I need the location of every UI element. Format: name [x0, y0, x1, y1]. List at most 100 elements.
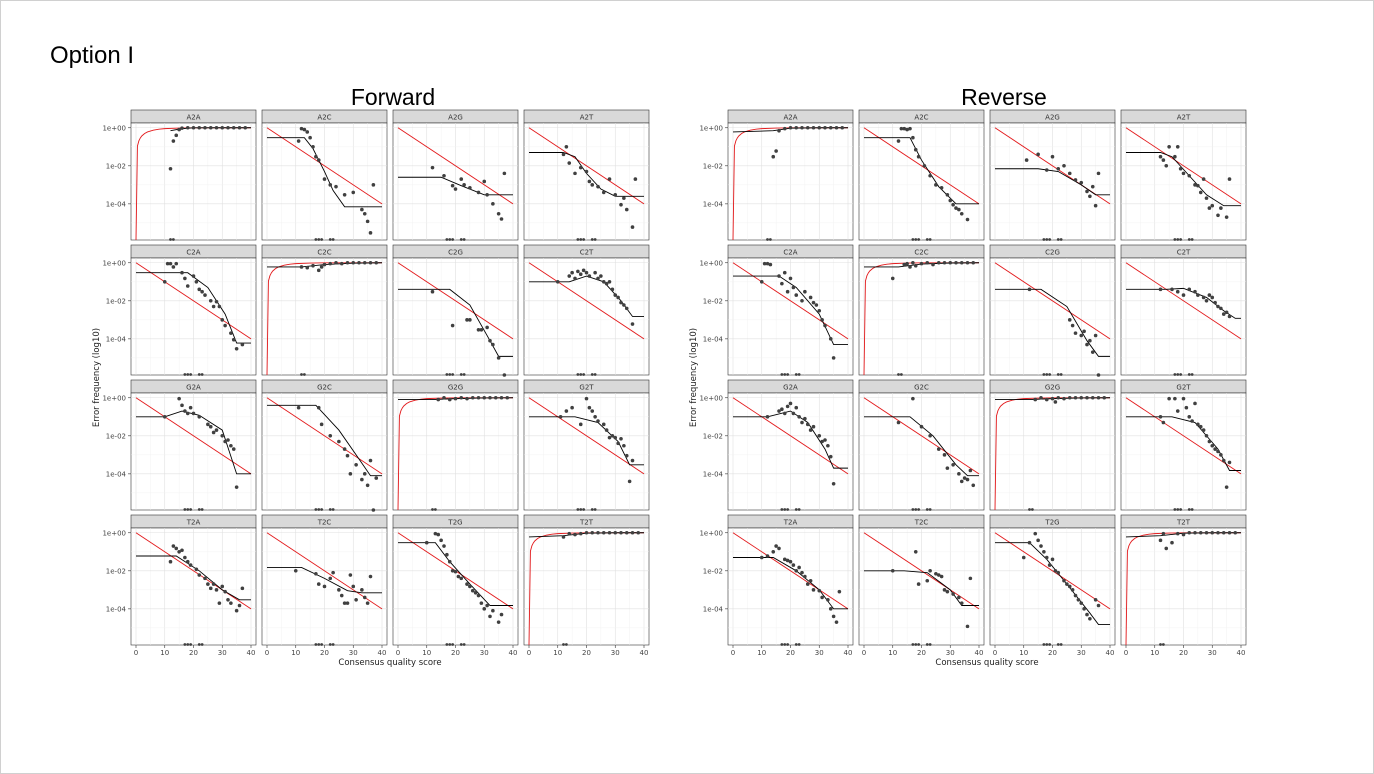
observed-point	[214, 299, 219, 304]
x-tick-label: 40	[1237, 649, 1246, 657]
observed-point	[371, 183, 376, 187]
observed-point	[828, 454, 833, 459]
observed-point	[803, 289, 807, 294]
observed-point	[1079, 601, 1084, 605]
facet-label: G2C	[914, 384, 929, 392]
x-axis-title: Consensus quality score	[338, 658, 441, 668]
nominal-error-line	[528, 397, 645, 475]
observed-point	[1196, 422, 1200, 427]
observed-point	[208, 424, 213, 429]
observed-point	[234, 347, 239, 351]
zero-count-point	[579, 373, 583, 376]
observed-point	[314, 571, 318, 576]
observed-point	[208, 586, 213, 591]
zero-count-point	[320, 643, 324, 646]
zero-count-point	[579, 238, 583, 241]
observed-point	[1027, 287, 1032, 292]
panel-a2t: A2T	[523, 109, 650, 241]
observed-point	[322, 262, 327, 267]
observed-point	[1067, 171, 1072, 176]
facet-label: A2C	[317, 114, 331, 122]
observed-point	[223, 589, 227, 594]
observed-point	[811, 300, 816, 305]
observed-point	[229, 601, 233, 605]
zero-count-point	[925, 238, 929, 241]
observed-point	[596, 419, 600, 423]
observed-point	[1093, 333, 1098, 338]
observed-point	[237, 603, 242, 608]
observed-point	[570, 270, 574, 275]
zero-count-point	[1179, 373, 1183, 376]
x-tick-label: 20	[786, 649, 795, 657]
panel-g2t: G2T	[523, 379, 650, 511]
observed-point	[890, 569, 895, 573]
observed-point	[316, 582, 321, 586]
observed-point	[203, 125, 207, 130]
observed-point	[908, 126, 912, 131]
observed-point	[777, 546, 781, 551]
observed-point	[1079, 333, 1084, 338]
observed-point	[1173, 154, 1177, 159]
observed-point	[593, 414, 597, 419]
observed-point	[305, 130, 310, 134]
observed-point	[174, 261, 179, 266]
x-tick-label: 20	[189, 649, 198, 657]
zero-count-point	[593, 238, 597, 241]
observed-point	[296, 405, 301, 410]
observed-point	[1070, 323, 1075, 328]
zero-count-point	[797, 643, 801, 646]
observed-point	[959, 601, 964, 605]
observed-point	[240, 342, 245, 347]
panel-a2a: A2A 1e+00 1e-02 1e-04	[699, 109, 854, 241]
observed-point	[203, 576, 207, 581]
observed-point	[558, 414, 563, 419]
observed-point	[206, 582, 210, 586]
panel-c2t: C2T	[1120, 244, 1247, 376]
observed-point	[473, 590, 478, 595]
panel-g2c: G2C	[858, 379, 985, 511]
fitted-error-line	[267, 404, 382, 477]
observed-point	[499, 217, 504, 221]
observed-point	[211, 304, 216, 309]
observed-point	[797, 565, 801, 570]
reverse-error-plot: A2A 1e+00 1e-02 1e-04 A2C A2G A2T C2A 1e+00 1e-02…	[689, 109, 1247, 668]
observed-point	[925, 578, 930, 583]
zero-count-point	[317, 238, 321, 241]
observed-point	[237, 125, 242, 130]
observed-point	[590, 183, 595, 187]
observed-point	[360, 588, 364, 592]
observed-point	[214, 428, 219, 432]
observed-point	[1167, 144, 1171, 149]
observed-point	[188, 405, 193, 410]
observed-point	[788, 559, 793, 564]
observed-point	[459, 576, 464, 581]
observed-point	[942, 588, 947, 592]
zero-count-point	[925, 508, 929, 511]
observed-point	[945, 589, 950, 594]
zero-count-point	[1056, 373, 1060, 376]
zero-count-point	[582, 508, 586, 511]
observed-point	[1219, 206, 1223, 210]
observed-point	[197, 414, 202, 419]
zero-count-point	[564, 643, 568, 646]
observed-point	[817, 125, 822, 130]
observed-point	[919, 261, 924, 266]
zero-count-point	[1173, 373, 1177, 376]
observed-point	[1158, 287, 1163, 292]
observed-point	[630, 225, 635, 229]
zero-count-point	[786, 508, 790, 511]
observed-point	[488, 338, 492, 343]
observed-point	[759, 555, 764, 560]
observed-point	[1181, 532, 1186, 537]
x-tick-label: 30	[1208, 649, 1217, 657]
observed-point	[948, 260, 953, 265]
x-tick-label: 10	[757, 649, 766, 657]
zero-count-point	[928, 643, 932, 646]
y-axis-title: Error frequency (log10)	[689, 328, 699, 427]
observed-point	[774, 149, 778, 153]
observed-point	[803, 416, 807, 421]
zero-count-point	[1042, 373, 1046, 376]
panel-a2a: A2A 1e+00 1e-02 1e-04	[102, 109, 257, 241]
observed-point	[1201, 177, 1206, 181]
observed-point	[948, 198, 953, 203]
